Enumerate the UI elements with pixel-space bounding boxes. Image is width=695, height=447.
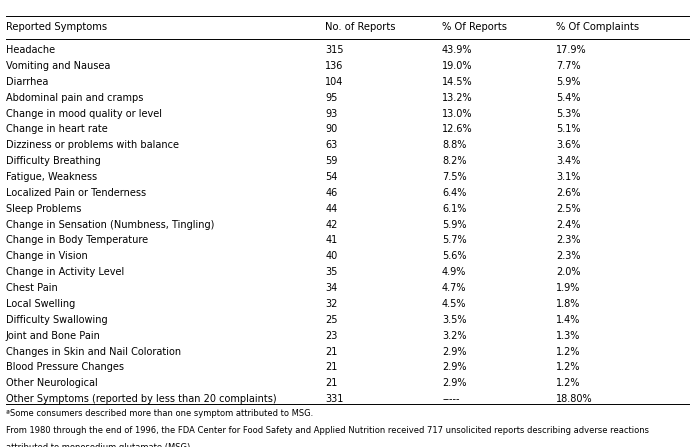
Text: 32: 32 (325, 299, 338, 309)
Text: Changes in Skin and Nail Coloration: Changes in Skin and Nail Coloration (6, 346, 181, 357)
Text: Blood Pressure Changes: Blood Pressure Changes (6, 363, 124, 372)
Text: 3.1%: 3.1% (556, 172, 580, 182)
Text: 1.3%: 1.3% (556, 331, 580, 341)
Text: Change in mood quality or level: Change in mood quality or level (6, 109, 161, 118)
Text: 5.3%: 5.3% (556, 109, 580, 118)
Text: From 1980 through the end of 1996, the FDA Center for Food Safety and Applied Nu: From 1980 through the end of 1996, the F… (6, 426, 648, 435)
Text: 5.4%: 5.4% (556, 93, 580, 103)
Text: 6.4%: 6.4% (442, 188, 466, 198)
Text: 1.8%: 1.8% (556, 299, 580, 309)
Text: 19.0%: 19.0% (442, 61, 473, 71)
Text: 14.5%: 14.5% (442, 77, 473, 87)
Text: 21: 21 (325, 346, 338, 357)
Text: 42: 42 (325, 219, 338, 230)
Text: 1.2%: 1.2% (556, 363, 580, 372)
Text: 4.5%: 4.5% (442, 299, 466, 309)
Text: 8.8%: 8.8% (442, 140, 466, 150)
Text: Chest Pain: Chest Pain (6, 283, 57, 293)
Text: Sleep Problems: Sleep Problems (6, 204, 81, 214)
Text: 44: 44 (325, 204, 338, 214)
Text: 2.4%: 2.4% (556, 219, 580, 230)
Text: 21: 21 (325, 378, 338, 388)
Text: % Of Reports: % Of Reports (442, 22, 507, 32)
Text: 23: 23 (325, 331, 338, 341)
Text: 34: 34 (325, 283, 338, 293)
Text: -----: ----- (442, 394, 459, 404)
Text: 2.9%: 2.9% (442, 363, 466, 372)
Text: 1.4%: 1.4% (556, 315, 580, 325)
Text: Change in Vision: Change in Vision (6, 251, 88, 261)
Text: 1.2%: 1.2% (556, 346, 580, 357)
Text: Local Swelling: Local Swelling (6, 299, 75, 309)
Text: 40: 40 (325, 251, 338, 261)
Text: Headache: Headache (6, 45, 55, 55)
Text: 59: 59 (325, 156, 338, 166)
Text: 5.7%: 5.7% (442, 236, 466, 245)
Text: 93: 93 (325, 109, 338, 118)
Text: 35: 35 (325, 267, 338, 277)
Text: 1.9%: 1.9% (556, 283, 580, 293)
Text: Reported Symptoms: Reported Symptoms (6, 22, 107, 32)
Text: 136: 136 (325, 61, 343, 71)
Text: 104: 104 (325, 77, 343, 87)
Text: 2.6%: 2.6% (556, 188, 580, 198)
Text: Vomiting and Nausea: Vomiting and Nausea (6, 61, 110, 71)
Text: 41: 41 (325, 236, 338, 245)
Text: 12.6%: 12.6% (442, 124, 473, 135)
Text: 5.9%: 5.9% (556, 77, 580, 87)
Text: Dizziness or problems with balance: Dizziness or problems with balance (6, 140, 179, 150)
Text: 5.1%: 5.1% (556, 124, 580, 135)
Text: Other Symptoms (reported by less than 20 complaints): Other Symptoms (reported by less than 20… (6, 394, 276, 404)
Text: 90: 90 (325, 124, 338, 135)
Text: 3.4%: 3.4% (556, 156, 580, 166)
Text: 2.9%: 2.9% (442, 346, 466, 357)
Text: Other Neurological: Other Neurological (6, 378, 97, 388)
Text: 2.9%: 2.9% (442, 378, 466, 388)
Text: 5.9%: 5.9% (442, 219, 466, 230)
Text: 13.2%: 13.2% (442, 93, 473, 103)
Text: % Of Complaints: % Of Complaints (556, 22, 639, 32)
Text: 315: 315 (325, 45, 344, 55)
Text: 4.9%: 4.9% (442, 267, 466, 277)
Text: Change in heart rate: Change in heart rate (6, 124, 107, 135)
Text: 95: 95 (325, 93, 338, 103)
Text: 7.5%: 7.5% (442, 172, 466, 182)
Text: attributed to monosodium glutamate (MSG).: attributed to monosodium glutamate (MSG)… (6, 443, 193, 447)
Text: 2.3%: 2.3% (556, 251, 580, 261)
Text: Abdominal pain and cramps: Abdominal pain and cramps (6, 93, 143, 103)
Text: Change in Activity Level: Change in Activity Level (6, 267, 124, 277)
Text: 18.80%: 18.80% (556, 394, 593, 404)
Text: 4.7%: 4.7% (442, 283, 466, 293)
Text: Joint and Bone Pain: Joint and Bone Pain (6, 331, 101, 341)
Text: 43.9%: 43.9% (442, 45, 473, 55)
Text: 46: 46 (325, 188, 338, 198)
Text: 8.2%: 8.2% (442, 156, 466, 166)
Text: 5.6%: 5.6% (442, 251, 466, 261)
Text: Difficulty Swallowing: Difficulty Swallowing (6, 315, 107, 325)
Text: Fatigue, Weakness: Fatigue, Weakness (6, 172, 97, 182)
Text: 25: 25 (325, 315, 338, 325)
Text: 17.9%: 17.9% (556, 45, 587, 55)
Text: 1.2%: 1.2% (556, 378, 580, 388)
Text: 3.2%: 3.2% (442, 331, 466, 341)
Text: Change in Sensation (Numbness, Tingling): Change in Sensation (Numbness, Tingling) (6, 219, 214, 230)
Text: 13.0%: 13.0% (442, 109, 473, 118)
Text: 7.7%: 7.7% (556, 61, 580, 71)
Text: 3.5%: 3.5% (442, 315, 466, 325)
Text: 3.6%: 3.6% (556, 140, 580, 150)
Text: ªSome consumers described more than one symptom attributed to MSG.: ªSome consumers described more than one … (6, 409, 313, 418)
Text: Localized Pain or Tenderness: Localized Pain or Tenderness (6, 188, 146, 198)
Text: Change in Body Temperature: Change in Body Temperature (6, 236, 147, 245)
Text: 331: 331 (325, 394, 343, 404)
Text: Diarrhea: Diarrhea (6, 77, 48, 87)
Text: Difficulty Breathing: Difficulty Breathing (6, 156, 100, 166)
Text: 6.1%: 6.1% (442, 204, 466, 214)
Text: 2.5%: 2.5% (556, 204, 580, 214)
Text: 63: 63 (325, 140, 338, 150)
Text: 54: 54 (325, 172, 338, 182)
Text: No. of Reports: No. of Reports (325, 22, 395, 32)
Text: 21: 21 (325, 363, 338, 372)
Text: 2.3%: 2.3% (556, 236, 580, 245)
Text: 2.0%: 2.0% (556, 267, 580, 277)
